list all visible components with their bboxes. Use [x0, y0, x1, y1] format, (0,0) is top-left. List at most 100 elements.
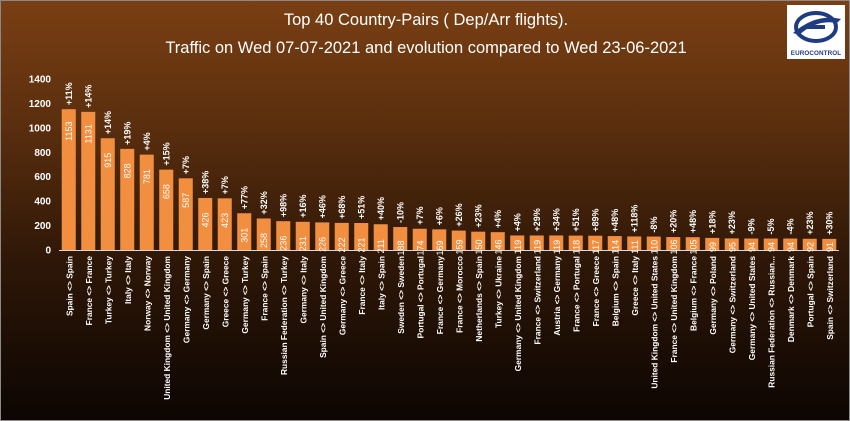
data-label: 106 — [669, 239, 679, 254]
data-label: 426 — [201, 212, 211, 227]
data-label: 1131 — [84, 124, 94, 143]
data-label: 91 — [825, 242, 835, 252]
bar — [627, 236, 642, 250]
bar — [61, 109, 76, 251]
bar — [315, 222, 330, 250]
bar — [178, 178, 193, 250]
evolution-label: +4% — [493, 210, 503, 228]
evolution-label: +51% — [571, 208, 581, 231]
x-tick-label: Italy <> Italy — [123, 256, 133, 304]
data-label: 221 — [357, 237, 367, 252]
evolution-label: +18% — [708, 211, 718, 234]
data-label: 236 — [279, 236, 289, 251]
bar — [237, 213, 252, 250]
evolution-label: +118% — [630, 205, 640, 233]
evolution-label: -5% — [766, 219, 776, 235]
bar — [763, 238, 778, 250]
data-label: 146 — [493, 239, 503, 254]
eurocontrol-logo-icon — [793, 11, 841, 43]
bar — [432, 229, 447, 250]
x-tick-label: Spain <> United Kingdom — [318, 256, 328, 358]
chart-title-line1: Top 40 Country-Pairs ( Dep/Arr flights). — [283, 11, 569, 29]
bar — [334, 222, 349, 250]
chart-title-line2: Traffic on Wed 07-07-2021 and evolution … — [165, 39, 687, 57]
x-tick-label: Greece <> Greece — [220, 256, 230, 328]
y-tick-label: 800 — [34, 148, 51, 159]
evolution-label: +15% — [162, 142, 172, 165]
x-tick-label: Germany <> Germany — [181, 256, 191, 343]
bar — [412, 228, 427, 250]
x-tick-label: Denmark <> Denmark — [786, 256, 796, 342]
y-tick-label: 200 — [34, 221, 51, 232]
evolution-label: -9% — [747, 219, 757, 235]
evolution-label: +7% — [181, 156, 191, 174]
y-tick-label: 0 — [45, 246, 51, 257]
evolution-label: +29% — [532, 208, 542, 231]
data-label: 114 — [610, 240, 620, 254]
logo-text: EUROCONTROL — [790, 50, 842, 57]
bar — [471, 231, 486, 250]
bar — [81, 111, 96, 250]
bar — [646, 236, 661, 250]
evolution-label: +68% — [337, 196, 347, 219]
x-tick-label: Germany <> Poland — [708, 256, 718, 335]
data-label: 781 — [142, 169, 152, 184]
bar — [724, 238, 739, 250]
data-label: 94 — [786, 242, 796, 252]
evolution-label: +89% — [591, 208, 601, 231]
bar — [276, 221, 291, 250]
x-tick-label: Germany <> Turkey — [240, 256, 250, 334]
evolution-label: +48% — [610, 209, 620, 232]
evolution-label: +6% — [435, 207, 445, 225]
bar — [159, 169, 174, 250]
data-label: 92 — [805, 242, 815, 252]
x-tick-label: Spain <> Switzerland — [825, 256, 835, 340]
bar — [568, 235, 583, 250]
data-label: 150 — [474, 239, 484, 254]
evolution-label: +23% — [474, 204, 484, 227]
data-label: 94 — [747, 242, 757, 252]
bar — [198, 197, 213, 250]
data-label: 110 — [649, 240, 659, 254]
x-tick-label: Germany <> United Kingdom — [513, 256, 523, 371]
evolution-label: -8% — [649, 217, 659, 233]
bar — [705, 237, 720, 250]
data-label: 658 — [162, 184, 172, 199]
bar — [549, 235, 564, 250]
x-tick-label: Sweden <> Sweden — [396, 256, 406, 334]
y-tick-label: 1400 — [29, 75, 52, 86]
x-tick-label: France <> United Kingdom — [669, 256, 679, 363]
evolution-label: +11% — [64, 82, 74, 105]
x-tick-label: France <> France — [84, 256, 94, 326]
data-label: 231 — [298, 236, 308, 251]
data-label: 188 — [396, 240, 406, 255]
bar — [373, 224, 388, 250]
bar — [529, 235, 544, 250]
data-label: 118 — [571, 240, 581, 254]
evolution-label: +4% — [142, 132, 152, 150]
bar — [588, 235, 603, 250]
evolution-label: +16% — [298, 195, 308, 218]
y-tick-label: 1200 — [29, 99, 52, 110]
bar — [490, 232, 505, 250]
x-tick-label: Portugal <> Portugal — [415, 256, 425, 338]
evolution-label: +23% — [727, 211, 737, 234]
x-tick-label: Norway <> Norway — [142, 256, 152, 331]
evolution-label: +7% — [415, 206, 425, 224]
bar — [685, 237, 700, 250]
evolution-label: +48% — [688, 210, 698, 233]
bar — [100, 138, 115, 250]
evolution-label: +32% — [259, 191, 269, 214]
data-label: 105 — [688, 239, 698, 254]
evolution-label: -10% — [396, 202, 406, 223]
x-tick-label: France <> Morocco — [454, 256, 464, 333]
x-tick-label: Greece <> Italy — [630, 256, 640, 316]
data-label: 117 — [591, 240, 601, 254]
evolution-label: +30% — [825, 212, 835, 235]
x-tick-label: Germany <> Switzerland — [727, 256, 737, 353]
x-tick-label: Russian Federation <> Russian... — [766, 256, 776, 388]
data-label: 169 — [435, 240, 445, 255]
x-tick-label: France <> Switzerland — [532, 256, 542, 344]
